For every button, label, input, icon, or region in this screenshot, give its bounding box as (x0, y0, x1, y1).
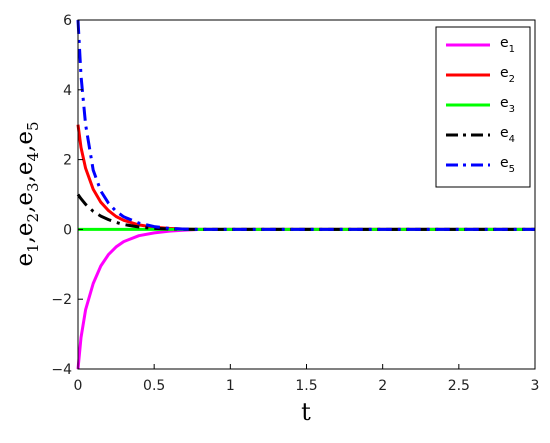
x-tick-label: 2 (378, 378, 387, 394)
y-label-e2-sub: 2 (24, 213, 42, 223)
x-tick-label: 0.5 (143, 378, 165, 394)
y-tick-label: −4 (51, 362, 72, 378)
tick-layer: 0 0.5 1 1.5 2 2.5 3 −4 −2 0 2 4 6 (51, 13, 539, 394)
y-label-e3-sub: 3 (24, 182, 42, 192)
series-line-e4 (76, 193, 535, 231)
legend-label-e1: e1 (500, 35, 515, 55)
x-tick-label: 1 (226, 378, 235, 394)
legend-label-e5: e5 (500, 155, 515, 175)
y-tick-label: 2 (63, 153, 72, 169)
y-label-e4-sub: 4 (24, 152, 42, 162)
legend-label-e2: e2 (500, 65, 515, 85)
y-axis-label: e1,e2,e3,e4,e5 (12, 121, 42, 266)
y-label-e5-sub: 5 (24, 121, 42, 131)
legend-label-e4: e4 (500, 125, 515, 145)
series-line-e5 (76, 19, 535, 231)
y-tick-label: 4 (63, 83, 72, 99)
y-label-sep: ,e (12, 222, 38, 243)
y-tick-label: 6 (63, 13, 72, 29)
y-label-e1-base: e (12, 253, 38, 267)
x-tick-label: 1.5 (295, 378, 317, 394)
svg-text:e1,e2,e3,e4,e5: e1,e2,e3,e4,e5 (12, 121, 42, 266)
legend: e1 e2 e3 e4 e5 (435, 26, 531, 188)
y-label-e1-sub: 1 (24, 243, 42, 253)
series-layer (76, 19, 535, 370)
x-axis-label: t (301, 398, 311, 426)
x-tick-label: 2.5 (448, 378, 470, 394)
legend-box (435, 26, 531, 188)
legend-label-e3: e3 (500, 95, 515, 115)
x-tick-label: 0 (74, 378, 83, 394)
x-tick-label: 3 (531, 378, 540, 394)
y-tick-label: −2 (51, 292, 72, 308)
y-tick-label: 0 (63, 222, 72, 238)
